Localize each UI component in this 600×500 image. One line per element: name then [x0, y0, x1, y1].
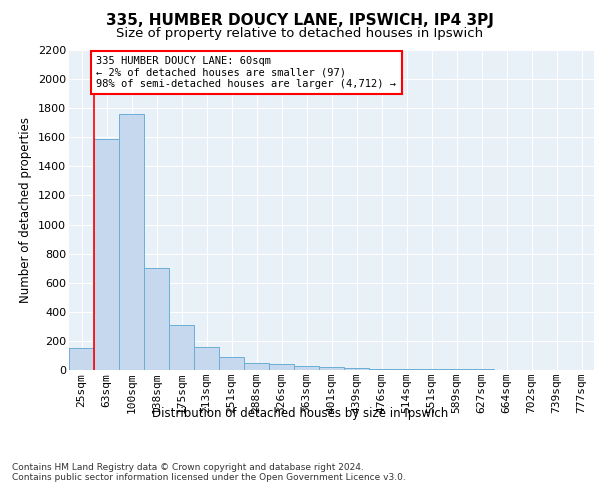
Bar	[369, 368, 394, 370]
Bar	[319, 368, 344, 370]
Bar	[94, 138, 119, 370]
Y-axis label: Number of detached properties: Number of detached properties	[19, 117, 32, 303]
Bar	[119, 114, 144, 370]
Bar	[144, 268, 169, 370]
Bar	[344, 368, 369, 370]
Text: 335 HUMBER DOUCY LANE: 60sqm
← 2% of detached houses are smaller (97)
98% of sem: 335 HUMBER DOUCY LANE: 60sqm ← 2% of det…	[97, 56, 397, 89]
Bar	[244, 362, 269, 370]
Bar	[269, 364, 294, 370]
Bar	[219, 357, 244, 370]
Bar	[194, 348, 219, 370]
Bar	[394, 369, 419, 370]
Text: 335, HUMBER DOUCY LANE, IPSWICH, IP4 3PJ: 335, HUMBER DOUCY LANE, IPSWICH, IP4 3PJ	[106, 12, 494, 28]
Bar	[169, 325, 194, 370]
Bar	[294, 366, 319, 370]
Bar	[419, 369, 444, 370]
Text: Contains HM Land Registry data © Crown copyright and database right 2024.
Contai: Contains HM Land Registry data © Crown c…	[12, 462, 406, 482]
Text: Distribution of detached houses by size in Ipswich: Distribution of detached houses by size …	[152, 408, 448, 420]
Text: Size of property relative to detached houses in Ipswich: Size of property relative to detached ho…	[116, 28, 484, 40]
Bar	[69, 348, 94, 370]
